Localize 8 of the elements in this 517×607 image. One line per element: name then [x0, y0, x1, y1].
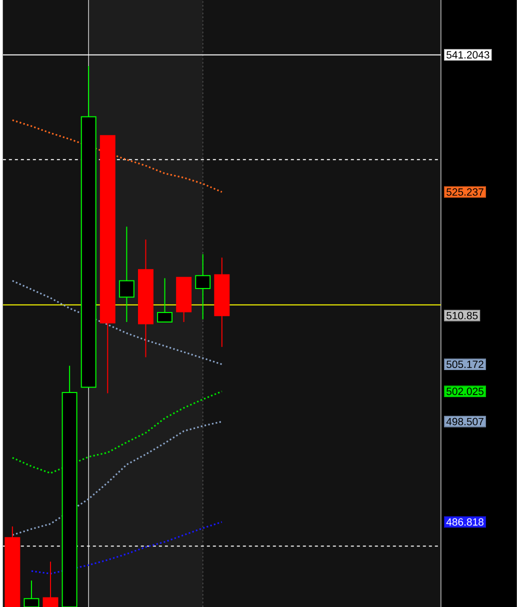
line-series	[12, 420, 223, 536]
candlestick	[195, 254, 211, 320]
line-series	[12, 390, 223, 474]
candlestick	[24, 580, 40, 607]
line-series	[12, 119, 223, 193]
candlestick	[42, 561, 58, 607]
candlestick	[157, 278, 173, 323]
candlestick	[119, 226, 134, 323]
